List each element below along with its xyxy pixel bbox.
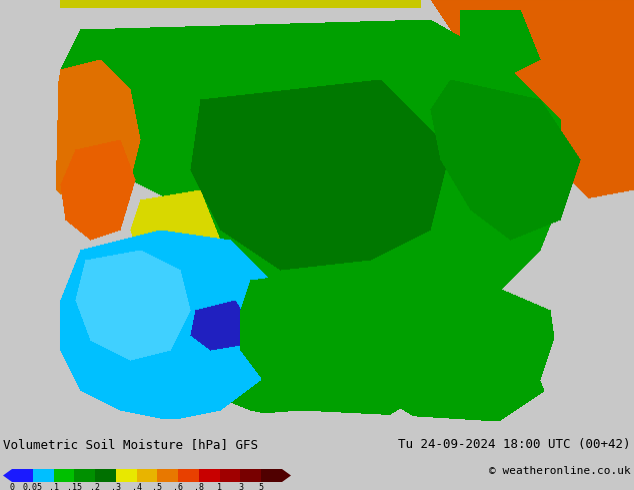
Text: 1: 1 — [217, 483, 222, 490]
Bar — [220, 469, 240, 482]
Text: .2: .2 — [90, 483, 100, 490]
Bar — [95, 469, 116, 482]
Bar — [157, 469, 178, 482]
Bar — [240, 469, 261, 482]
Bar — [261, 469, 282, 482]
Text: .1: .1 — [49, 483, 58, 490]
Text: Tu 24-09-2024 18:00 UTC (00+42): Tu 24-09-2024 18:00 UTC (00+42) — [399, 438, 631, 451]
Bar — [33, 469, 53, 482]
Text: .8: .8 — [194, 483, 204, 490]
Bar — [199, 469, 220, 482]
Text: .15: .15 — [67, 483, 82, 490]
FancyArrow shape — [282, 469, 291, 482]
Text: 5: 5 — [259, 483, 264, 490]
Bar — [116, 469, 136, 482]
Bar — [74, 469, 95, 482]
Text: .3: .3 — [111, 483, 121, 490]
Text: Volumetric Soil Moisture [hPa] GFS: Volumetric Soil Moisture [hPa] GFS — [3, 438, 258, 451]
Bar — [136, 469, 157, 482]
Bar — [53, 469, 74, 482]
Text: © weatheronline.co.uk: © weatheronline.co.uk — [489, 466, 631, 476]
Text: 0: 0 — [10, 483, 15, 490]
Bar — [178, 469, 199, 482]
Text: 0.05: 0.05 — [23, 483, 42, 490]
Bar — [12, 469, 33, 482]
Text: .4: .4 — [132, 483, 141, 490]
Text: 3: 3 — [238, 483, 243, 490]
Text: .6: .6 — [173, 483, 183, 490]
Text: .5: .5 — [152, 483, 162, 490]
FancyArrow shape — [3, 469, 12, 482]
